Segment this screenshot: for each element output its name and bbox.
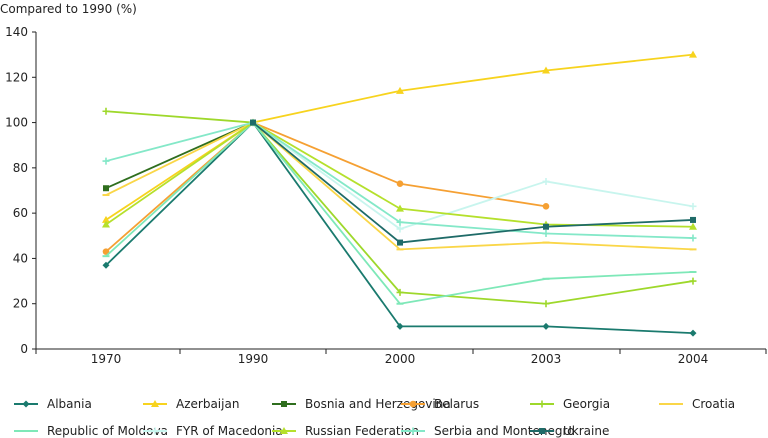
data-point-azerbaijan: [396, 86, 404, 94]
x-tick-label: 2003: [531, 352, 562, 366]
data-point-georgia: [396, 288, 404, 296]
y-tick-label: 40: [13, 251, 28, 265]
legend-marker: [151, 427, 159, 435]
data-point-serbia-and-montenegro: [542, 230, 550, 238]
legend-item-albania: Albania: [14, 397, 92, 411]
y-tick-label: 100: [5, 116, 28, 130]
data-point-ukraine: [543, 223, 549, 230]
series-line-belarus: [105, 121, 547, 253]
data-point-russian-federation: [396, 204, 404, 212]
x-tick-label: 1970: [91, 352, 122, 366]
data-point-azerbaijan: [689, 50, 697, 58]
series-line-fyr-of-macedonia: [252, 121, 694, 230]
series-fyr-of-macedonia: [249, 119, 697, 233]
data-point-fyr-of-macedonia: [689, 202, 697, 210]
y-tick-label: 80: [13, 161, 28, 175]
legend-item-azerbaijan: Azerbaijan: [143, 397, 239, 411]
legend-marker: [539, 428, 545, 434]
data-point-albania: [542, 322, 550, 330]
data-point-azerbaijan: [542, 66, 550, 74]
y-tick-label: 20: [13, 297, 28, 311]
data-point-albania: [102, 261, 110, 269]
data-point-russian-federation: [102, 220, 110, 228]
legend-label: Bosnia and Herzegovina: [305, 397, 451, 411]
data-point-bosnia-and-herzegovina: [103, 185, 109, 192]
legend-marker: [538, 400, 546, 408]
legend-item-croatia: Croatia: [659, 397, 735, 411]
y-axis-ticks: 0 20 40 60 80 100 120 140: [5, 25, 36, 356]
legend-marker: [22, 400, 30, 408]
legend-label: Russian Federation: [305, 424, 419, 438]
data-point-belarus: [542, 203, 550, 210]
series-line-bosnia-and-herzegovina: [105, 121, 254, 190]
data-point-georgia: [689, 277, 697, 285]
legend-label: FYR of Macedonia: [176, 424, 283, 438]
y-tick-label: 140: [5, 25, 28, 39]
legend-item-georgia: Georgia: [530, 397, 610, 411]
legend-marker: [151, 400, 159, 407]
data-point-albania: [396, 322, 404, 330]
series-ukraine: [250, 119, 696, 246]
legend-label: Azerbaijan: [176, 397, 239, 411]
data-point-belarus: [102, 248, 110, 255]
data-point-georgia: [102, 107, 110, 115]
data-point-ukraine: [250, 119, 256, 126]
legend-label: Albania: [47, 397, 92, 411]
legend-item-ukraine: Ukraine: [530, 424, 609, 438]
y-tick-label: 60: [13, 206, 28, 220]
legend: Albania Azerbaijan Bosnia and HerzegovinaB…: [14, 397, 735, 438]
legend-label: Georgia: [563, 397, 610, 411]
legend-item-serbia-and-montenegro: Serbia and Montenegro: [401, 424, 574, 438]
legend-item-republic-of-moldova: Republic of Moldova: [14, 424, 168, 438]
legend-label: Belarus: [434, 397, 479, 411]
data-point-fyr-of-macedonia: [542, 177, 550, 185]
series-belarus: [102, 119, 550, 255]
series-line-ukraine: [252, 121, 694, 244]
data-point-azerbaijan: [102, 215, 110, 223]
data-point-serbia-and-montenegro: [396, 218, 404, 226]
legend-label: Republic of Moldova: [47, 424, 168, 438]
legend-marker: [409, 400, 417, 408]
legend-item-fyr-of-macedonia: FYR of Macedonia: [143, 424, 283, 438]
series-russian-federation: [102, 118, 697, 230]
legend-item-russian-federation: Russian Federation: [272, 424, 419, 438]
legend-label: Croatia: [692, 397, 735, 411]
legend-marker: [280, 427, 288, 434]
y-axis-title: Compared to 1990 (%): [0, 2, 137, 16]
data-point-belarus: [396, 180, 404, 188]
series-azerbaijan: [102, 50, 697, 223]
legend-marker: [409, 427, 417, 435]
series-lines: [102, 50, 697, 337]
x-tick-label: 2000: [385, 352, 416, 366]
data-point-georgia: [542, 300, 550, 308]
legend-label: Serbia and Montenegro: [434, 424, 574, 438]
legend-item-bosnia-and-herzegovina: Bosnia and Herzegovina: [272, 397, 451, 411]
x-axis-ticks: 1970 1990 2000 2003 2004: [35, 349, 767, 366]
data-point-russian-federation: [689, 222, 697, 230]
data-point-serbia-and-montenegro: [102, 157, 110, 165]
data-point-ukraine: [690, 216, 696, 223]
legend-item-belarus: Belarus: [401, 397, 479, 411]
legend-label: Ukraine: [563, 424, 609, 438]
x-tick-label: 1990: [238, 352, 269, 366]
y-tick-label: 120: [5, 70, 28, 84]
legend-marker: [281, 401, 287, 407]
data-point-serbia-and-montenegro: [689, 234, 697, 242]
x-tick-label: 2004: [678, 352, 709, 366]
data-point-fyr-of-macedonia: [396, 225, 404, 233]
data-point-ukraine: [397, 239, 403, 246]
data-point-albania: [689, 329, 697, 337]
y-tick-label: 0: [20, 342, 28, 356]
